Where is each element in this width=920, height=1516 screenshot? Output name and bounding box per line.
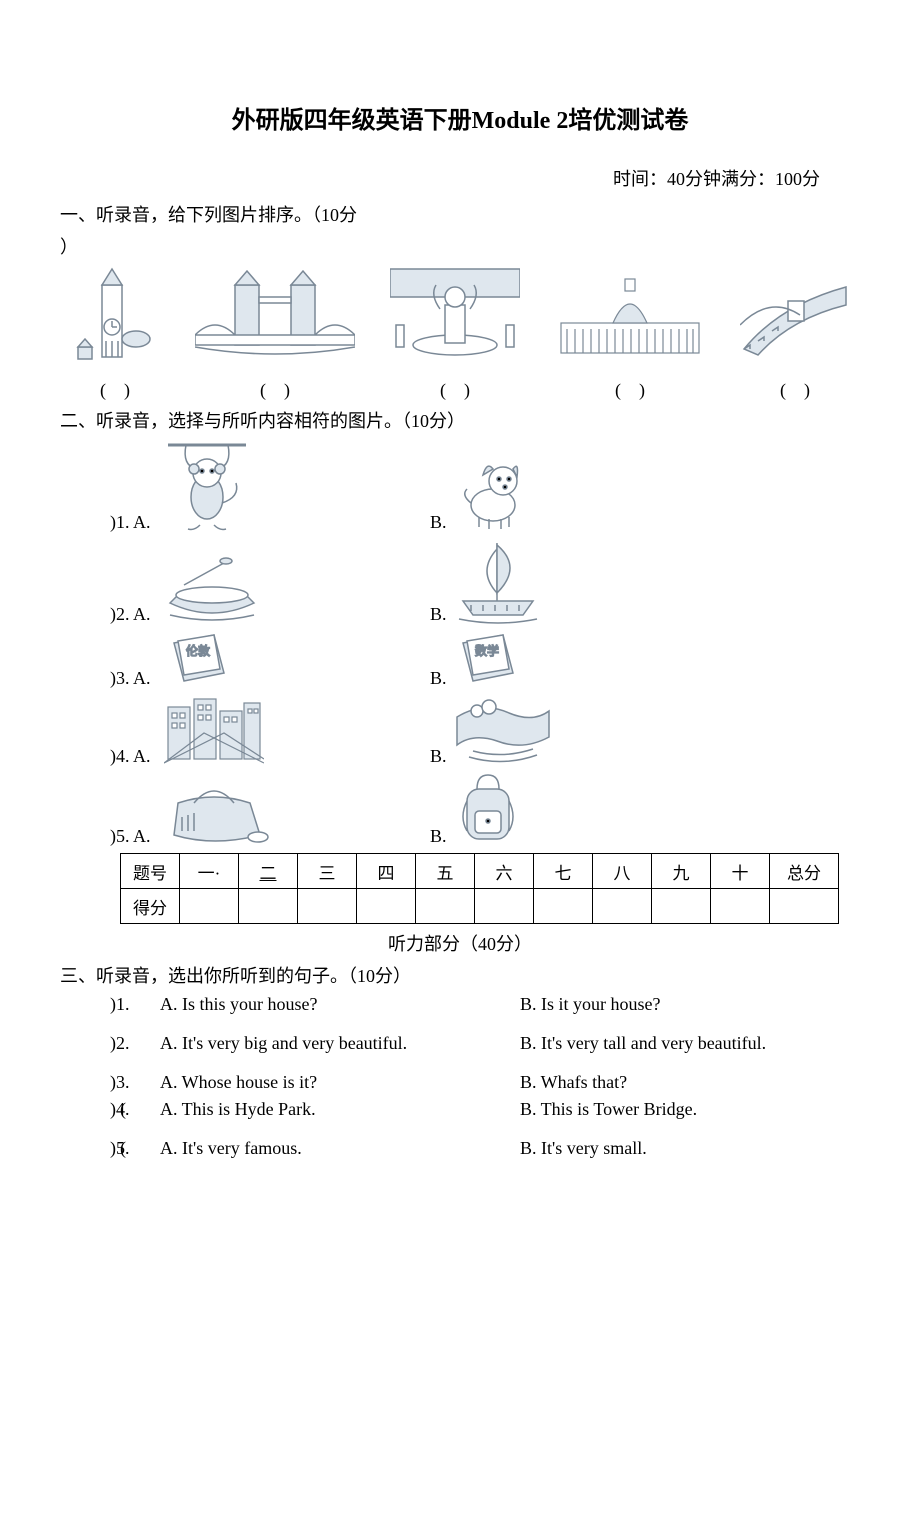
time-score: 时间：40分钟满分：100分	[60, 165, 860, 191]
q1-paren-2[interactable]: ( )	[195, 380, 355, 401]
th-1: 一·	[180, 854, 239, 889]
q3-3-b: B. Whafs that?	[520, 1072, 627, 1093]
q3-row-4: ( )4. A. This is Hyde Park. B. This is T…	[60, 1099, 860, 1120]
score-cell-1[interactable]	[180, 889, 239, 924]
q2-row-4: )4. A.	[60, 693, 860, 767]
th-total: 总分	[770, 854, 839, 889]
q3-3-a: A. Whose house is it?	[160, 1072, 520, 1093]
q2-5-num[interactable]: )5. A.	[110, 826, 154, 847]
q3-4-a: A. This is Hyde Park.	[160, 1099, 520, 1120]
q1-paren-4[interactable]: ( )	[555, 380, 705, 401]
q3-3-num[interactable]: )3.	[110, 1072, 160, 1093]
score-cell-10[interactable]	[711, 889, 770, 924]
greatwall-icon	[740, 265, 850, 361]
th-6: 六	[475, 854, 534, 889]
book-london-icon: 伦敦	[164, 629, 234, 689]
monkey-icon	[164, 439, 250, 533]
q3-2-a: A. It's very big and very beautiful.	[160, 1033, 520, 1054]
th-label: 题号	[121, 854, 180, 889]
q3-5-a: A. It's very famous.	[160, 1138, 520, 1159]
q3-2-b: B. It's very tall and very beautiful.	[520, 1033, 766, 1054]
score-cell-8[interactable]	[593, 889, 652, 924]
q3-row-1: )1. A. Is this your house? B. Is it your…	[60, 994, 860, 1015]
q1-paren-5[interactable]: ( )	[740, 380, 850, 401]
th-5: 五	[416, 854, 475, 889]
th-3: 三	[298, 854, 357, 889]
q2-3-num[interactable]: )3. A.	[110, 668, 154, 689]
th-10: 十	[711, 854, 770, 889]
section1-image-row: ( ) ( )	[60, 265, 860, 401]
q3-1-num[interactable]: )1.	[110, 994, 160, 1015]
q2-5-b: B.	[430, 826, 447, 847]
sailboat-icon	[453, 537, 543, 625]
section1-heading: 一、听录音，给下列图片排序。（10分	[60, 201, 860, 227]
q2-3-b: B.	[430, 668, 447, 689]
bigben-icon	[70, 265, 160, 361]
book-b-text: 数学	[475, 643, 499, 658]
score-cell-5[interactable]	[416, 889, 475, 924]
q2-1-num[interactable]: )1. A.	[110, 512, 154, 533]
city-icon	[164, 693, 264, 767]
q3-2-num[interactable]: )2.	[110, 1033, 160, 1054]
q3-row-5: ( )5. A. It's very famous. B. It's very …	[60, 1138, 860, 1159]
fountain-icon	[390, 265, 520, 361]
q1-item-capitol: ( )	[555, 265, 705, 401]
q3-4-num[interactable]: )4.	[110, 1099, 160, 1120]
score-table-score-row: 得分	[121, 889, 839, 924]
q3-5-num[interactable]: )5.	[110, 1138, 160, 1159]
score-cell-4[interactable]	[357, 889, 416, 924]
q1-item-bigben: ( )	[70, 265, 160, 401]
th-9: 九	[652, 854, 711, 889]
score-table-header-row: 题号 一· 二 三 四 五 六 七 八 九 十 总分	[121, 854, 839, 889]
q3-row-2: )2. A. It's very big and very beautiful.…	[60, 1033, 860, 1054]
q3-4-b: B. This is Tower Bridge.	[520, 1099, 697, 1120]
river-icon	[453, 697, 553, 767]
score-cell-2[interactable]	[239, 889, 298, 924]
q2-row-5: )5. A. B.	[60, 771, 860, 847]
q2-row-3: )3. A. 伦敦 B. 数学	[60, 629, 860, 689]
q2-2-num[interactable]: )2. A.	[110, 604, 154, 625]
score-cell-3[interactable]	[298, 889, 357, 924]
q3-5-b: B. It's very small.	[520, 1138, 647, 1159]
q2-row-1: )1. A.	[60, 439, 860, 533]
q1-paren-3[interactable]: ( )	[390, 380, 520, 401]
page-title: 外研版四年级英语下册Module 2培优测试卷	[60, 100, 860, 135]
score-cell-9[interactable]	[652, 889, 711, 924]
th-8: 八	[593, 854, 652, 889]
score-cell-6[interactable]	[475, 889, 534, 924]
q3-1-a: A. Is this your house?	[160, 994, 520, 1015]
score-cell-7[interactable]	[534, 889, 593, 924]
book-math-icon: 数学	[453, 629, 523, 689]
book-a-text: 伦敦	[186, 643, 210, 658]
score-cell-total[interactable]	[770, 889, 839, 924]
q2-2-b: B.	[430, 604, 447, 625]
q1-item-greatwall: ( )	[740, 265, 850, 401]
row2-label: 得分	[121, 889, 180, 924]
q1-item-towerbridge: ( )	[195, 265, 355, 401]
capitol-icon	[555, 265, 705, 361]
score-table: 题号 一· 二 三 四 五 六 七 八 九 十 总分 得分	[120, 853, 839, 924]
dog-icon	[453, 453, 533, 533]
th-2: 二	[239, 854, 298, 889]
q3-4-lp[interactable]: (	[120, 1099, 126, 1120]
q3-5-lp[interactable]: (	[120, 1138, 126, 1159]
th-7: 七	[534, 854, 593, 889]
towerbridge-icon	[195, 265, 355, 361]
q3-row-3: )3. A. Whose house is it? B. Whafs that?	[60, 1072, 860, 1093]
section2-heading: 二、听录音，选择与所听内容相符的图片。（10分）	[60, 407, 860, 433]
q2-1-b: B.	[430, 512, 447, 533]
section3-heading: 三、听录音，选出你所听到的句子。（10分）	[60, 962, 860, 988]
listening-label: 听力部分（40分）	[60, 930, 860, 956]
q2-row-2: )2. A. B.	[60, 537, 860, 625]
q1-item-fountain: ( )	[390, 265, 520, 401]
backpack-icon	[453, 771, 523, 847]
rowboat-icon	[164, 555, 260, 625]
q1-paren-1[interactable]: ( )	[70, 380, 160, 401]
section1-close-paren: ）	[60, 233, 860, 259]
q2-4-num[interactable]: )4. A.	[110, 746, 154, 767]
th-4: 四	[357, 854, 416, 889]
handbag-icon	[164, 777, 274, 847]
q2-4-b: B.	[430, 746, 447, 767]
q3-1-b: B. Is it your house?	[520, 994, 660, 1015]
